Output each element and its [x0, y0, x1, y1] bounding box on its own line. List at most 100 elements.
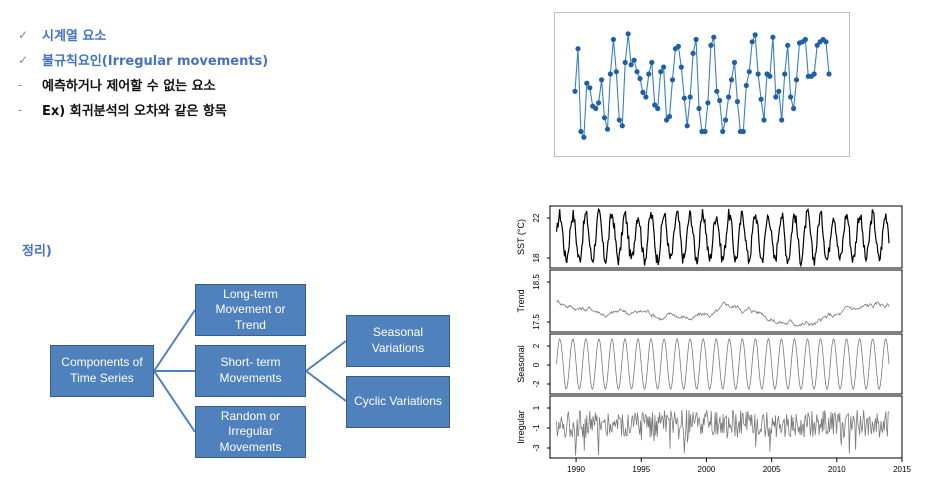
random-irregular-movements-box: Random or Irregular Movements [195, 406, 306, 458]
data-point [690, 50, 696, 56]
dash-bullet: - [18, 102, 23, 117]
short-term-movements-box: Short- term Movements [195, 345, 306, 397]
data-point [601, 115, 608, 121]
bullet-item: ✓ 시계열 요소 [18, 22, 268, 47]
long-term-trend-box: Long-term Movement or Trend [195, 284, 306, 336]
summary-title: 정리) [22, 244, 52, 259]
y-tick-label: -3 [532, 444, 541, 452]
data-point [681, 95, 687, 101]
data-point [734, 99, 740, 105]
data-point [823, 39, 829, 45]
data-point [634, 69, 640, 75]
data-point [578, 128, 584, 135]
panel-frame [549, 269, 903, 333]
irregular-sample-chart [554, 12, 850, 157]
connector-line [305, 340, 347, 372]
data-point [599, 77, 605, 83]
data-point [773, 94, 779, 100]
data-point [572, 88, 578, 94]
seasonal-variations-box: Seasonal Variations [346, 315, 450, 367]
data-point [758, 96, 764, 102]
data-point [658, 69, 664, 75]
data-point [649, 59, 655, 66]
data-point [814, 42, 820, 48]
panel-ylabel: Irregular [516, 410, 526, 444]
data-point [575, 46, 581, 52]
series-line [574, 33, 830, 140]
data-point [675, 43, 681, 49]
data-point [631, 57, 637, 63]
data-point [604, 126, 611, 132]
y-tick-label: 18 [532, 253, 541, 262]
data-point [731, 59, 738, 66]
x-tick-label: 1990 [567, 465, 585, 474]
bullet-item: - Ex) 회귀분석의 오차와 같은 항목 [18, 97, 268, 122]
data-point [752, 32, 758, 38]
data-point [779, 117, 785, 123]
data-point [637, 76, 643, 82]
panel-series-line [556, 299, 890, 327]
data-point [587, 85, 593, 91]
data-point [776, 88, 782, 94]
bullet-text: Ex) 회귀분석의 오차와 같은 항목 [42, 104, 227, 119]
y-tick-label: -1 [532, 424, 541, 432]
data-point [711, 34, 717, 40]
x-tick-label: 2005 [763, 465, 781, 474]
data-point [696, 105, 702, 112]
data-point [793, 77, 800, 83]
x-tick-label: 2000 [698, 465, 716, 474]
data-point [664, 117, 670, 123]
panel-series-line [556, 409, 890, 456]
y-tick-label: 18.5 [532, 274, 541, 290]
data-point [740, 128, 746, 135]
data-point [717, 97, 723, 104]
panel-series-line [556, 337, 890, 391]
data-point [678, 64, 684, 70]
y-tick-label: -2 [532, 380, 541, 388]
bullet-item: ✓ 불규칙요인(Irregular movements) [18, 47, 268, 72]
data-point [661, 64, 667, 70]
panel-frame [549, 205, 903, 269]
decomposition-chart: SST (°C) 22 18 Trend 18.5 17.5 Seasonal 2 0 -2 Irr… [516, 205, 911, 474]
data-point [785, 42, 791, 48]
bullet-text: 불규칙요인(Irregular movements) [42, 54, 269, 69]
y-tick-label: 22 [532, 213, 541, 222]
data-point [581, 134, 587, 140]
y-tick-label: 17.5 [532, 314, 541, 330]
check-icon: ✓ [18, 27, 29, 42]
data-point [770, 34, 776, 40]
bullet-text: 시계열 요소 [42, 29, 107, 44]
check-icon: ✓ [18, 52, 29, 67]
panel-ylabel: Trend [516, 289, 526, 312]
y-tick-label: 0 [532, 362, 541, 367]
data-point [613, 69, 619, 75]
data-point [714, 88, 720, 94]
components-of-time-series-box: Components of Time Series [50, 345, 154, 397]
bullet-item: - 예측하거나 제어할 수 없는 요소 [18, 72, 268, 97]
data-point [767, 73, 773, 79]
data-point [652, 102, 658, 108]
panel-frame [549, 333, 903, 395]
data-point [746, 69, 752, 75]
data-point [802, 36, 808, 43]
data-point [669, 77, 676, 83]
data-point [726, 94, 732, 100]
y-tick-label: 1 [532, 405, 541, 410]
data-point [619, 123, 625, 129]
panel-ylabel: Seasonal [516, 345, 526, 383]
data-point [705, 100, 711, 106]
data-point [628, 62, 634, 68]
data-point [755, 71, 761, 77]
data-point [607, 71, 613, 77]
panel-ylabel: SST (°C) [516, 219, 526, 255]
data-point [702, 128, 708, 135]
panel-series-line [555, 207, 890, 268]
connector-line [305, 370, 347, 402]
data-point [666, 113, 673, 120]
connector-line [153, 370, 196, 433]
data-point [593, 105, 599, 112]
dash-bullet: - [18, 77, 23, 92]
irregular-sample-plot [572, 31, 832, 140]
data-point [761, 117, 767, 123]
